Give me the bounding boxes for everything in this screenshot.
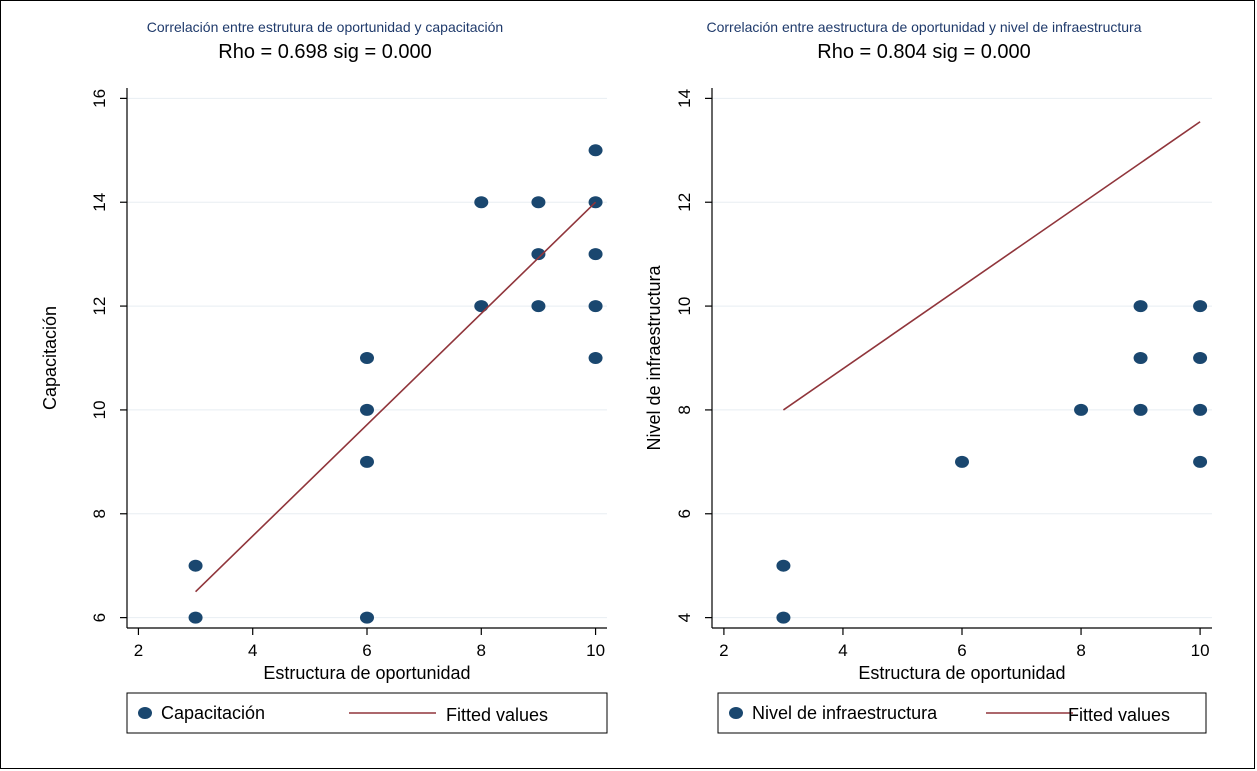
data-point <box>1133 352 1148 364</box>
chart-subtitle: Rho = 0.804 sig = 0.000 <box>817 41 1031 63</box>
data-point <box>1193 300 1208 313</box>
legend-label-points: Capacitación <box>161 703 265 723</box>
x-axis-title: Estructura de oportunidad <box>858 663 1065 683</box>
data-point <box>188 611 203 624</box>
legend-box <box>717 692 1207 734</box>
chart-panel-1 <box>120 88 608 734</box>
chart-title: Correlación entre aestructura de oportun… <box>706 19 1141 35</box>
legend-label-fitted: Fitted values <box>1068 705 1170 725</box>
plot-area <box>712 88 1212 628</box>
data-point <box>1193 403 1208 416</box>
data-point <box>188 559 203 572</box>
x-tick-label: 4 <box>838 641 847 660</box>
data-point <box>474 196 489 209</box>
y-tick-label: 6 <box>90 613 109 622</box>
y-tick-label: 10 <box>90 400 109 419</box>
y-tick-label: 6 <box>675 509 694 518</box>
legend-marker-points <box>138 707 152 719</box>
y-tick-label: 12 <box>90 297 109 316</box>
data-point <box>360 352 374 364</box>
legend-label-points: Nivel de infraestructura <box>752 703 938 723</box>
x-tick-label: 2 <box>134 641 143 660</box>
data-point <box>588 352 603 364</box>
x-tick-label: 8 <box>1076 641 1085 660</box>
data-point <box>531 300 546 313</box>
x-tick-label: 4 <box>248 641 257 660</box>
fitted-values-line <box>195 201 597 593</box>
x-tick-label: 6 <box>957 641 966 660</box>
data-point <box>1193 455 1208 468</box>
data-point <box>588 144 603 157</box>
data-point <box>588 300 603 313</box>
data-point <box>531 196 546 209</box>
data-point <box>776 611 791 624</box>
data-point <box>360 611 374 624</box>
data-point <box>588 248 603 261</box>
data-point <box>1133 300 1148 313</box>
data-point <box>1133 403 1148 416</box>
fitted-values-line <box>782 121 1201 411</box>
y-tick-label: 8 <box>675 405 694 414</box>
data-point <box>360 455 374 468</box>
data-point <box>776 559 791 572</box>
y-axis-title: Capacitación <box>40 306 60 410</box>
chart-title: Correlación entre estrutura de oportunid… <box>147 19 503 35</box>
y-tick-label: 16 <box>90 89 109 108</box>
data-point <box>531 248 546 261</box>
chart-panel-2 <box>705 88 1212 734</box>
x-tick-label: 2 <box>719 641 728 660</box>
data-point <box>360 403 374 416</box>
y-tick-label: 10 <box>675 297 694 316</box>
y-tick-label: 14 <box>90 193 109 212</box>
legend-label-fitted: Fitted values <box>446 705 548 725</box>
x-tick-label: 8 <box>477 641 486 660</box>
data-point <box>1193 352 1208 364</box>
y-tick-label: 12 <box>675 193 694 212</box>
x-tick-label: 10 <box>1191 641 1210 660</box>
x-tick-label: 6 <box>362 641 371 660</box>
y-axis-title: Nivel de infraestructura <box>644 264 664 450</box>
legend-marker-points <box>729 707 743 719</box>
y-tick-label: 14 <box>675 89 694 108</box>
data-point <box>955 455 969 468</box>
y-tick-label: 8 <box>90 509 109 518</box>
y-tick-label: 4 <box>675 613 694 622</box>
chart-subtitle: Rho = 0.698 sig = 0.000 <box>218 41 432 63</box>
data-point <box>474 300 489 313</box>
data-point <box>1074 403 1089 416</box>
x-tick-label: 10 <box>586 641 605 660</box>
x-axis-title: Estructura de oportunidad <box>263 663 470 683</box>
